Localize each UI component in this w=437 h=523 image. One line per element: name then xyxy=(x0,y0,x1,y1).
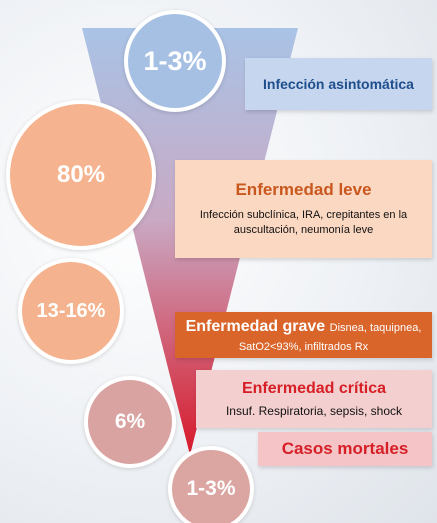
stage-box: Enfermedad leve Infección subclínica, IR… xyxy=(175,160,432,258)
stage-description: Infección subclínica, IRA, crepitantes e… xyxy=(199,209,408,236)
stage-title: Enfermedad grave xyxy=(185,318,326,335)
stage-box: Enfermedad crítica Insuf. Respiratoria, … xyxy=(196,370,432,428)
stage-description: Disnea, taquipnea, SatO2<93%, infiltrado… xyxy=(238,322,422,353)
stage-title: Infección asintomática xyxy=(263,76,414,92)
stage-title: Enfermedad leve xyxy=(235,180,372,199)
stage-description: Insuf. Respiratoria, sepsis, shock xyxy=(225,404,403,418)
stage-box: Enfermedad grave Disnea, taquipnea, SatO… xyxy=(175,312,432,358)
stage-title: Enfermedad crítica xyxy=(241,380,387,397)
percentage-circle: 1-3% xyxy=(124,10,226,112)
stage-title: Casos mortales xyxy=(281,439,409,458)
stage-box: Infección asintomática xyxy=(245,58,432,110)
percentage-circle: 1-3% xyxy=(168,446,254,523)
stage-box: Casos mortales xyxy=(258,432,432,466)
percentage-circle: 13-16% xyxy=(18,258,124,364)
percentage-circle: 6% xyxy=(84,376,176,468)
percentage-circle: 80% xyxy=(6,100,156,250)
